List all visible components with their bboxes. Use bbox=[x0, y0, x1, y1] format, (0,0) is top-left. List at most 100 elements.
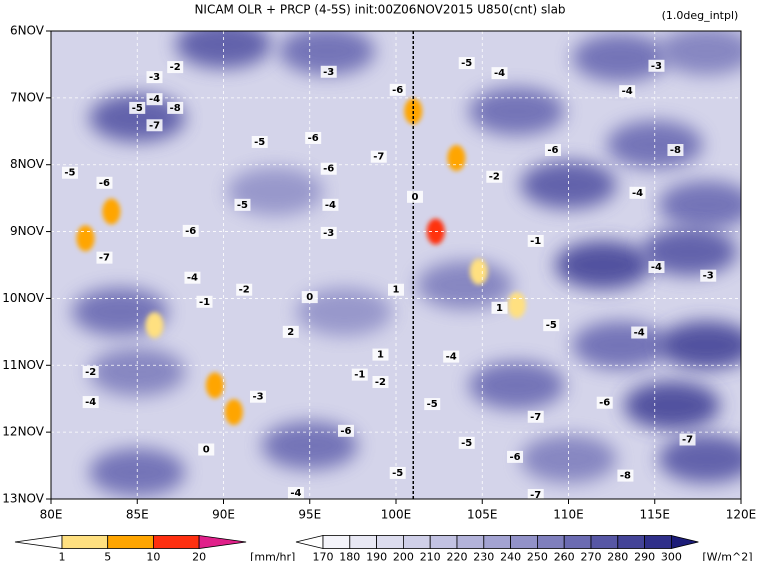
contour-label-bg bbox=[617, 469, 634, 482]
x-tick-label: 95E bbox=[298, 508, 321, 522]
colorbar-box bbox=[349, 535, 377, 549]
contour-label: 1 bbox=[496, 303, 503, 314]
colorbar-label: 170 bbox=[313, 551, 334, 561]
contour-label-bg bbox=[443, 350, 460, 363]
colorbar-box bbox=[590, 535, 619, 549]
contour-label: -1 bbox=[354, 370, 365, 381]
y-tick-label: 8NOV bbox=[10, 157, 45, 171]
colorbar-label: 300 bbox=[661, 551, 682, 561]
chart-subtitle: (1.0deg_intpl) bbox=[662, 9, 739, 22]
colorbar-arrow bbox=[295, 534, 324, 550]
contour-label-bg bbox=[301, 291, 318, 304]
contour-label-bg bbox=[320, 65, 337, 78]
contour-label: -3 bbox=[651, 61, 662, 72]
contour-label-bg bbox=[458, 57, 475, 70]
y-tick-label: 11NOV bbox=[2, 358, 44, 372]
contour-label-bg bbox=[196, 295, 213, 308]
contour-label: -5 bbox=[132, 103, 143, 114]
contour-label-bg bbox=[406, 190, 423, 203]
contour-label: -5 bbox=[254, 137, 265, 148]
x-tick-label: 120E bbox=[726, 508, 757, 522]
contour-label: -4 bbox=[446, 352, 457, 363]
contour-label-bg bbox=[372, 376, 389, 388]
contour-label-bg bbox=[198, 443, 215, 456]
contour-label: -8 bbox=[670, 145, 681, 156]
contour-label: -4 bbox=[634, 328, 645, 339]
contour-label-bg bbox=[146, 93, 163, 106]
precip-patch bbox=[102, 198, 121, 225]
colorbar-box bbox=[322, 535, 351, 549]
colorbar-arrow bbox=[671, 534, 699, 550]
contour-label: 0 bbox=[203, 445, 210, 456]
colorbar-label: 200 bbox=[393, 551, 414, 561]
contour-label: -7 bbox=[99, 253, 110, 264]
contour-label-bg bbox=[700, 269, 717, 282]
contour-label-bg bbox=[287, 486, 304, 499]
contour-label: -2 bbox=[85, 367, 96, 378]
colorbar-label: 230 bbox=[473, 551, 494, 561]
colorbar-box bbox=[402, 535, 431, 549]
contour-label-bg bbox=[388, 283, 404, 296]
x-tick-label: 80E bbox=[40, 508, 63, 522]
contour-label-bg bbox=[236, 283, 253, 296]
contour-label: -7 bbox=[682, 434, 693, 445]
olr-patch bbox=[520, 160, 617, 209]
contour-label-bg bbox=[146, 119, 163, 132]
colorbar-box bbox=[537, 535, 565, 549]
contour-label: -8 bbox=[170, 103, 181, 114]
colorbar-box bbox=[61, 535, 109, 549]
contour-label: -6 bbox=[99, 178, 110, 189]
contour-label: 0 bbox=[411, 192, 418, 203]
colorbar-label: 240 bbox=[500, 551, 521, 561]
contour-label: -2 bbox=[489, 172, 500, 183]
contour-label-bg bbox=[458, 436, 475, 449]
colorbar-arrow bbox=[14, 535, 63, 549]
contour-label: -4 bbox=[85, 397, 96, 408]
contour-label-bg bbox=[351, 368, 368, 381]
olr-patch bbox=[658, 31, 741, 76]
colorbar-label: 190 bbox=[366, 551, 387, 561]
contour-label: -5 bbox=[237, 200, 248, 211]
contour-label: -6 bbox=[547, 145, 558, 156]
olr-patch bbox=[572, 33, 669, 82]
olr-patch bbox=[72, 287, 168, 336]
contour-label: -5 bbox=[461, 58, 472, 69]
olr-patch bbox=[296, 287, 393, 336]
olr-patch bbox=[468, 87, 565, 136]
precip-patch bbox=[76, 225, 95, 252]
contour-label: 1 bbox=[377, 350, 384, 361]
contour-label-bg bbox=[679, 433, 696, 446]
colorbar-label: 10 bbox=[146, 551, 160, 561]
contour-label: 2 bbox=[287, 327, 294, 338]
contour-label: -4 bbox=[149, 94, 160, 105]
contour-label-bg bbox=[320, 162, 337, 175]
contour-label-bg bbox=[596, 396, 613, 409]
contour-label-bg bbox=[619, 85, 636, 98]
contour-label: -5 bbox=[546, 320, 557, 331]
contour-label-bg bbox=[389, 83, 406, 96]
contour-label: -3 bbox=[323, 228, 334, 239]
colorbar-label: 180 bbox=[339, 551, 360, 561]
y-tick-label: 6NOV bbox=[10, 24, 45, 38]
precip-patch bbox=[145, 312, 164, 339]
x-tick-label: 110E bbox=[553, 508, 584, 522]
contour-label-bg bbox=[282, 325, 299, 338]
contour-label: -3 bbox=[703, 271, 714, 282]
colorbar-label: 1 bbox=[59, 551, 66, 561]
olr-patch bbox=[624, 381, 720, 430]
olr-patch bbox=[417, 261, 513, 310]
contour-label-bg bbox=[251, 135, 268, 148]
contour-label-bg bbox=[234, 198, 251, 211]
contour-label-bg bbox=[167, 101, 184, 114]
contour-label-bg bbox=[320, 226, 337, 239]
colorbar-box bbox=[644, 535, 672, 549]
colorbar-label: 250 bbox=[527, 551, 548, 561]
contour-label-bg bbox=[82, 365, 99, 378]
contour-label-bg bbox=[250, 390, 266, 403]
contour-label-bg bbox=[372, 348, 389, 361]
overlay: 80E 85E 90E 95E 100E 105E 110E 115E 120E 6NOV 7NOV… bbox=[2, 24, 756, 561]
colorbar-arrow bbox=[198, 535, 247, 549]
contour-label-bg bbox=[527, 410, 544, 423]
contour-label-bg bbox=[370, 150, 387, 163]
contour-label: -4 bbox=[622, 86, 633, 97]
